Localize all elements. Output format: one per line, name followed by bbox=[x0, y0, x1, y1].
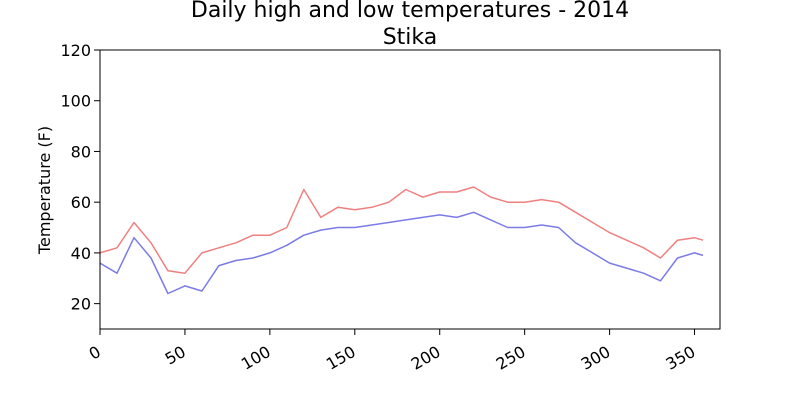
series-layer bbox=[99, 186, 704, 295]
chart-title: Daily high and low temperatures - 2014 bbox=[191, 0, 629, 23]
series-line-1 bbox=[99, 186, 704, 274]
x-tick-label: 250 bbox=[493, 342, 529, 374]
y-tick-label: 60 bbox=[71, 193, 91, 212]
y-tick-label: 120 bbox=[60, 41, 91, 60]
series-line-2 bbox=[99, 211, 704, 295]
y-tick-label: 40 bbox=[71, 244, 91, 263]
x-tick-label: 200 bbox=[408, 342, 444, 374]
y-axis-label: Temperature (F) bbox=[35, 126, 54, 255]
x-tick-label: 100 bbox=[238, 342, 274, 374]
x-tick-label: 350 bbox=[663, 342, 699, 374]
plot-frame bbox=[99, 49, 721, 330]
y-tick-label: 80 bbox=[71, 142, 91, 161]
x-ticks: 0 50 100 150 200 250 300 350 bbox=[86, 329, 699, 374]
x-tick-label: 300 bbox=[578, 342, 614, 374]
x-tick-label: 0 bbox=[86, 342, 104, 364]
y-tick-label: 20 bbox=[71, 295, 91, 314]
y-tick-label: 100 bbox=[60, 92, 91, 111]
y-ticks: 20 40 60 80 100 120 bbox=[60, 41, 100, 314]
x-tick-label: 50 bbox=[162, 342, 189, 369]
x-tick-label: 150 bbox=[323, 342, 359, 374]
chart-subtitle: Stika bbox=[383, 25, 438, 50]
